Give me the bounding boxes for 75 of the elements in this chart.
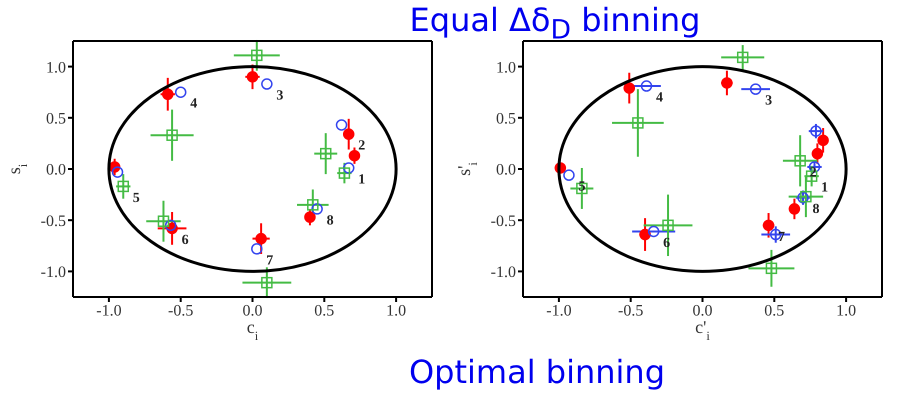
x-tick-label: 1.0 <box>386 302 406 320</box>
point <box>632 117 644 129</box>
point <box>338 167 350 179</box>
point <box>261 78 273 90</box>
x-tick-label: -1.0 <box>96 302 122 320</box>
x-tick-label: 0.0 <box>242 302 262 320</box>
x-tick-label: 0.5 <box>764 302 784 320</box>
x-tick-label: 1.0 <box>836 302 856 320</box>
y-tick-label: 0.5 <box>496 110 516 128</box>
y-tick-label: -1.0 <box>40 264 66 282</box>
x-tick-label: -0.5 <box>618 302 644 320</box>
point <box>320 148 332 160</box>
y-tick-label: 1.0 <box>46 59 66 76</box>
point <box>750 83 762 95</box>
point <box>164 220 176 232</box>
point <box>251 243 263 255</box>
point <box>736 52 748 64</box>
x-tick-label: 0.0 <box>692 302 712 320</box>
point <box>162 88 174 100</box>
point <box>112 166 124 178</box>
y-tick-label: 1.0 <box>496 59 516 76</box>
point <box>311 203 323 215</box>
annotation: 8 <box>326 213 334 228</box>
point <box>800 190 812 202</box>
point <box>766 262 778 274</box>
point <box>255 232 267 244</box>
y-tick-label: -0.5 <box>40 212 66 230</box>
annotation: 4 <box>190 96 198 112</box>
x-axis-title: c$_{i}$ <box>246 317 259 343</box>
point <box>118 180 130 192</box>
point <box>662 220 674 232</box>
point <box>246 71 258 83</box>
point <box>639 228 651 240</box>
y-tick-label: -1.0 <box>490 264 516 282</box>
point <box>251 50 263 62</box>
point <box>158 215 170 227</box>
x-tick-label: -1.0 <box>546 302 572 320</box>
annotation: 7 <box>266 253 274 268</box>
point <box>563 169 575 181</box>
point <box>304 211 316 223</box>
annotation: 4 <box>656 90 663 106</box>
x-axis-title: c'$_{i}$ <box>695 317 710 343</box>
annotation: 1 <box>358 172 366 188</box>
point <box>342 162 354 174</box>
x-tick-label: 0.5 <box>314 302 334 320</box>
point <box>261 276 273 288</box>
point <box>721 77 733 89</box>
text: Optimal binning <box>408 352 666 392</box>
point <box>166 129 178 141</box>
point <box>794 155 806 167</box>
point <box>817 134 829 146</box>
annotation: 1 <box>821 180 828 196</box>
point <box>348 150 360 162</box>
point <box>624 82 636 94</box>
annotation: 8 <box>812 202 820 218</box>
annotation: 5 <box>132 190 140 206</box>
x-tick-label: -0.5 <box>168 302 194 320</box>
annotation: 2 <box>358 138 366 154</box>
point <box>336 119 348 131</box>
annotation: 3 <box>276 88 284 104</box>
point <box>174 86 186 98</box>
point <box>812 148 824 160</box>
annotation: 6 <box>182 232 189 248</box>
y-tick-label: 0.0 <box>496 162 516 179</box>
y-tick-label: 0.0 <box>46 162 66 179</box>
y-tick-label: 0.5 <box>46 110 66 128</box>
point <box>640 80 652 92</box>
point <box>307 199 319 211</box>
chart-title: Equal Δδ$_{D}$ binning <box>408 0 702 48</box>
point <box>762 220 774 232</box>
annotation: 3 <box>765 94 772 109</box>
point <box>788 203 800 215</box>
y-tick-label: -0.5 <box>490 212 516 230</box>
point <box>342 128 354 140</box>
point <box>648 226 660 238</box>
